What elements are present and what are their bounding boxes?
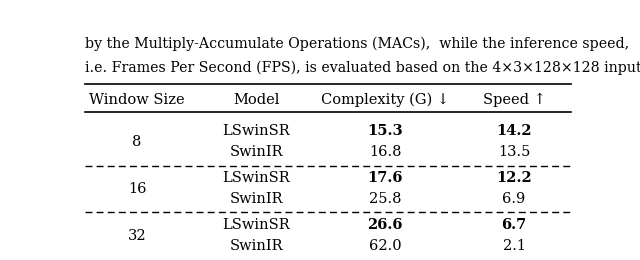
Text: 14.2: 14.2 (496, 124, 532, 138)
Text: 6.7: 6.7 (501, 218, 527, 232)
Text: 26.6: 26.6 (367, 218, 403, 232)
Text: 16.8: 16.8 (369, 145, 401, 159)
Text: 25.8: 25.8 (369, 192, 401, 206)
Text: 6.9: 6.9 (502, 192, 525, 206)
Text: SwinIR: SwinIR (229, 239, 283, 254)
Text: SwinIR: SwinIR (229, 145, 283, 159)
Text: Complexity (G) ↓: Complexity (G) ↓ (321, 93, 449, 107)
Text: i.e. Frames Per Second (FPS), is evaluated based on the 4×3×128×128 input.: i.e. Frames Per Second (FPS), is evaluat… (85, 60, 640, 75)
Text: LSwinSR: LSwinSR (222, 171, 290, 185)
Text: LSwinSR: LSwinSR (222, 218, 290, 232)
Text: 8: 8 (132, 135, 141, 149)
Text: Window Size: Window Size (89, 93, 185, 107)
Text: LSwinSR: LSwinSR (222, 124, 290, 138)
Text: 17.6: 17.6 (367, 171, 403, 185)
Text: Model: Model (233, 93, 279, 107)
Text: 12.2: 12.2 (496, 171, 532, 185)
Text: 13.5: 13.5 (498, 145, 530, 159)
Text: 62.0: 62.0 (369, 239, 401, 254)
Text: 2.1: 2.1 (502, 239, 525, 254)
Text: SwinIR: SwinIR (229, 192, 283, 206)
Text: Speed ↑: Speed ↑ (483, 93, 545, 107)
Text: 32: 32 (128, 229, 147, 243)
Text: by the Multiply-Accumulate Operations (MACs),  while the inference speed,: by the Multiply-Accumulate Operations (M… (85, 36, 629, 51)
Text: 15.3: 15.3 (367, 124, 403, 138)
Text: 16: 16 (128, 182, 147, 196)
